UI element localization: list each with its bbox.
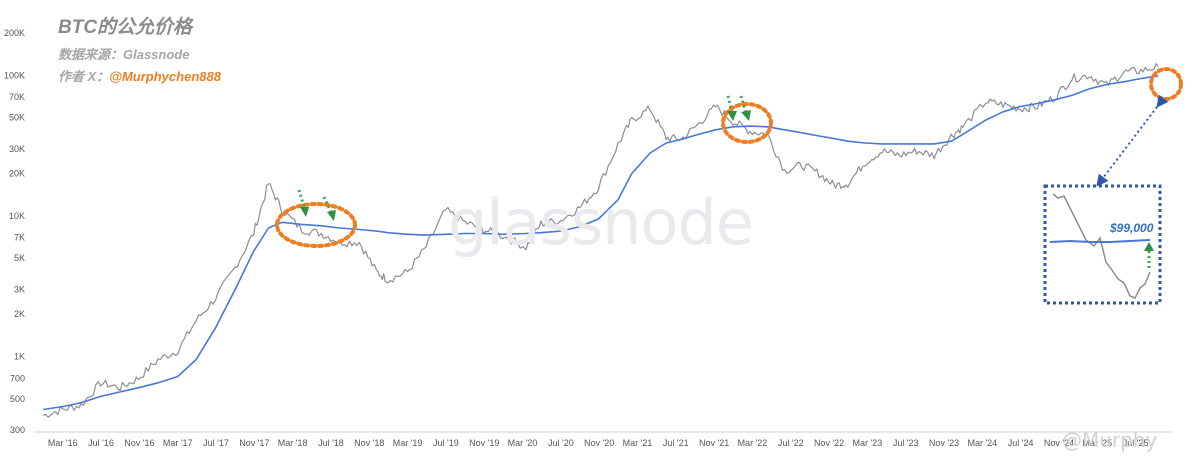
inset-value-label: $99,000 (1110, 221, 1154, 235)
y-tick-label: 7K (14, 233, 25, 243)
x-tick-label: Jul '21 (663, 438, 689, 448)
x-tick-label: Nov '18 (354, 438, 384, 448)
y-tick-label: 10K (9, 211, 25, 221)
inset-box (1043, 184, 1162, 305)
x-tick-label: Jul '16 (88, 438, 114, 448)
y-tick-label: 30K (9, 144, 25, 154)
author-label: 作者 X： (58, 69, 110, 84)
x-tick-label: Mar '19 (393, 438, 423, 448)
inset-green-arrow (1144, 242, 1154, 268)
y-tick-label: 20K (9, 169, 25, 179)
x-tick-label: Nov '22 (814, 438, 844, 448)
y-tick-label: 500 (10, 394, 25, 404)
x-tick-label: Mar '23 (853, 438, 883, 448)
data-source-label: 数据来源：Glassnode (58, 47, 190, 62)
x-tick-label: Nov '17 (239, 438, 269, 448)
annotations (275, 67, 1183, 305)
x-tick-label: Mar '24 (967, 438, 997, 448)
x-tick-label: Mar '20 (508, 438, 538, 448)
y-tick-label: 50K (9, 113, 25, 123)
x-tick-label: Mar '18 (278, 438, 308, 448)
green-arrow-2018b (322, 196, 336, 221)
x-tick-label: Jul '18 (318, 438, 344, 448)
y-tick-label: 2K (14, 309, 25, 319)
inset-price-line (1052, 193, 1151, 299)
highlight-circle-2018 (275, 202, 357, 248)
y-axis: 300 500 700 1K 2K 3K 5K 7K 10K 20K 30K 50K 70K 100K 20… (4, 28, 25, 435)
watermark-glassnode: glassnode (448, 186, 754, 259)
x-tick-label: Jul '25 (1123, 438, 1149, 448)
green-arrow-2018a (297, 189, 309, 217)
y-tick-label: 1K (14, 351, 25, 361)
series-group (42, 63, 1159, 418)
x-tick-label: Nov '19 (469, 438, 499, 448)
y-tick-label: 70K (9, 92, 25, 102)
x-tick-label: Jul '17 (203, 438, 229, 448)
x-axis: Mar '16 Jul '16 Nov '16 Mar '17 Jul '17 Nov '… (34, 431, 1172, 448)
x-tick-label: Jul '19 (433, 438, 459, 448)
x-tick-label: Mar '21 (623, 438, 653, 448)
author-handle[interactable]: @Murphychen888 (109, 69, 221, 84)
inset-connector (1096, 94, 1169, 187)
author-line: 作者 X：@Murphychen888 (58, 66, 221, 85)
x-tick-label: Mar '16 (48, 438, 78, 448)
x-tick-label: Mar '22 (738, 438, 768, 448)
x-tick-label: Nov '20 (584, 438, 614, 448)
y-tick-label: 300 (10, 425, 25, 435)
green-arrow-2022a (726, 95, 737, 121)
x-tick-label: Nov '24 (1044, 438, 1074, 448)
highlight-circle-2022 (721, 102, 773, 144)
highlight-circle-2025 (1149, 67, 1183, 101)
x-tick-label: Jul '23 (893, 438, 919, 448)
inset-fair-price-line (1049, 239, 1151, 243)
credit-watermark: @Murphy (1062, 428, 1158, 452)
x-tick-label: Nov '21 (699, 438, 729, 448)
fair-price-series (43, 75, 1159, 411)
y-tick-label: 200K (4, 28, 25, 38)
btc-price-series (42, 63, 1159, 418)
y-tick-label: 700 (10, 373, 25, 383)
x-tick-label: Nov '16 (124, 438, 154, 448)
x-tick-label: Nov '23 (929, 438, 959, 448)
x-tick-label: Jul '20 (548, 438, 574, 448)
chart-title: BTC的公允价格 (58, 17, 193, 38)
y-tick-label: 3K (14, 284, 25, 294)
green-arrow-2022b (739, 95, 751, 121)
x-tick-label: Jul '22 (778, 438, 804, 448)
x-tick-label: Mar '17 (163, 438, 193, 448)
x-tick-label: Jul '24 (1008, 438, 1034, 448)
x-tick-label: Mar '25 (1082, 438, 1112, 448)
y-tick-label: 100K (4, 70, 25, 80)
y-tick-label: 5K (14, 253, 25, 263)
